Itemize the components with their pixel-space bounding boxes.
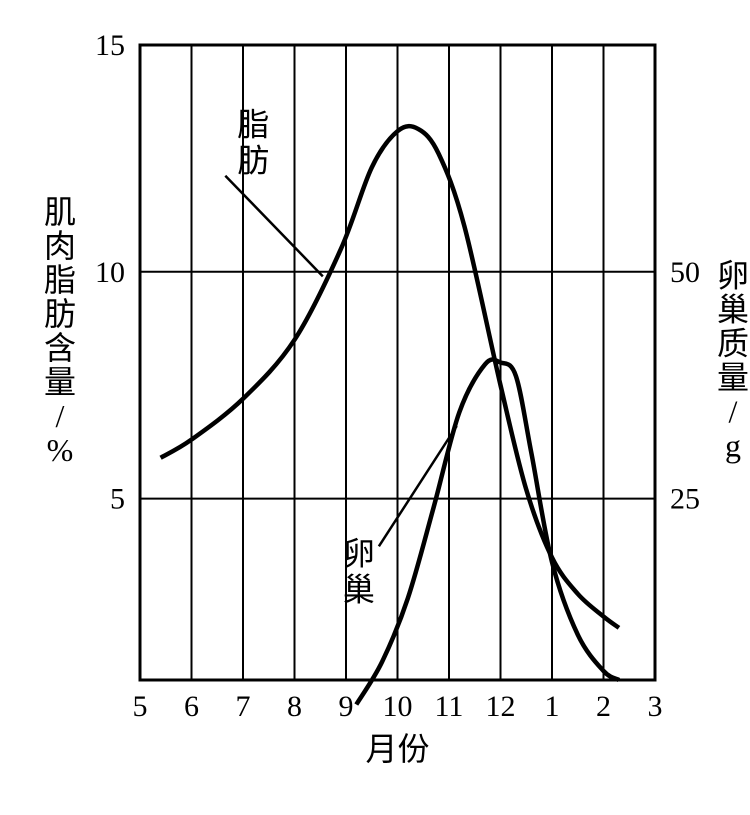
chart-container: 56789101112123510152550脂肪卵巢月份肌肉脂肪含量/%卵巢质… [20,20,750,795]
series-ovary-label: 卵 [343,535,375,571]
y-right-axis-title: 质 [717,325,749,361]
y-right-axis-title: 巢 [717,291,749,327]
y-left-tick-label: 5 [110,483,125,516]
x-tick-label: 3 [648,690,663,723]
y-left-tick-label: 10 [95,256,125,289]
y-right-axis-title: 卵 [717,257,749,293]
x-axis-title: 月份 [365,731,429,767]
y-right-tick-label: 50 [670,256,700,289]
chart-svg: 56789101112123510152550脂肪卵巢月份肌肉脂肪含量/%卵巢质… [20,20,750,795]
y-left-axis-title: 含 [44,330,76,366]
y-left-axis-title: 脂 [44,262,76,298]
leader-fat [225,176,323,277]
series-ovary-label: 巢 [343,571,375,607]
y-right-tick-label: 25 [670,483,700,516]
leader-ovary [379,426,457,546]
x-tick-label: 10 [383,690,413,723]
x-tick-label: 8 [287,690,302,723]
x-tick-label: 7 [236,690,251,723]
x-tick-label: 5 [133,690,148,723]
x-tick-label: 9 [339,690,354,723]
x-tick-label: 2 [596,690,611,723]
series-ovary-line [356,359,619,704]
x-tick-label: 6 [184,690,199,723]
y-left-axis-title: 肌 [44,194,76,230]
x-tick-label: 1 [545,690,560,723]
series-fat-label: 脂 [237,107,269,143]
y-left-axis-title: / [56,398,65,434]
x-tick-label: 12 [486,690,516,723]
series-fat-label: 肪 [237,143,269,179]
y-left-tick-label: 15 [95,29,125,62]
y-right-axis-title: / [729,393,738,429]
y-right-axis-title: 量 [717,359,749,395]
y-left-axis-title: 肪 [44,296,76,332]
x-tick-label: 11 [435,690,464,723]
y-right-axis-title: g [725,427,741,463]
y-left-axis-title: 量 [44,364,76,400]
y-left-axis-title: % [47,432,74,468]
y-left-axis-title: 肉 [44,228,76,264]
